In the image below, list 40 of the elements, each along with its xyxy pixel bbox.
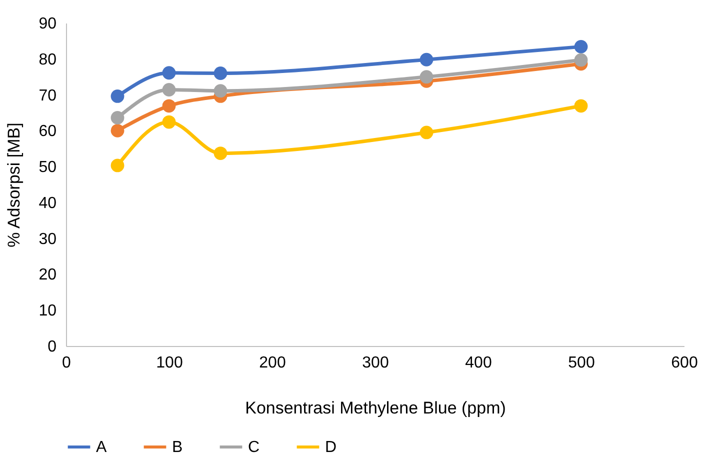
y-tick-label: 80: [38, 51, 57, 68]
point: [420, 70, 434, 84]
point: [214, 146, 228, 160]
legend-label: D: [325, 439, 337, 456]
point: [574, 53, 588, 67]
point: [420, 126, 434, 140]
y-tick-label: 10: [38, 302, 57, 320]
y-tick-label: 90: [38, 16, 57, 32]
y-tick-label: 70: [38, 87, 57, 104]
x-tick-label: 600: [671, 354, 698, 372]
point: [162, 83, 176, 96]
y-tick-label: 50: [38, 159, 57, 176]
point: [420, 52, 434, 66]
x-tick-label: 200: [259, 354, 286, 372]
point: [110, 158, 124, 172]
x-tick-label: 100: [156, 354, 183, 372]
y-axis-title: % Adsorpsi [MB]: [4, 122, 24, 248]
y-tick-label: 40: [38, 194, 57, 212]
x-tick-label: 400: [465, 354, 492, 372]
x-tick-label: 0: [62, 354, 72, 372]
y-tick-label: 30: [38, 230, 57, 248]
legend-label: C: [248, 439, 260, 456]
legend-label: B: [172, 439, 183, 456]
x-axis-title: Konsentrasi Methylene Blue (ppm): [245, 398, 506, 418]
point: [574, 99, 588, 113]
point: [110, 124, 124, 138]
x-tick-label: 300: [362, 354, 389, 372]
y-tick-label: 60: [38, 123, 57, 140]
point: [110, 90, 124, 103]
point: [574, 40, 588, 54]
y-tick-label: 0: [48, 338, 57, 356]
legend-label: A: [96, 439, 107, 456]
point: [214, 66, 228, 80]
point: [162, 115, 176, 129]
point: [110, 111, 124, 124]
point: [214, 84, 228, 98]
y-tick-label: 20: [38, 266, 57, 284]
point: [162, 99, 176, 113]
point: [162, 66, 176, 80]
x-tick-label: 500: [568, 354, 595, 372]
